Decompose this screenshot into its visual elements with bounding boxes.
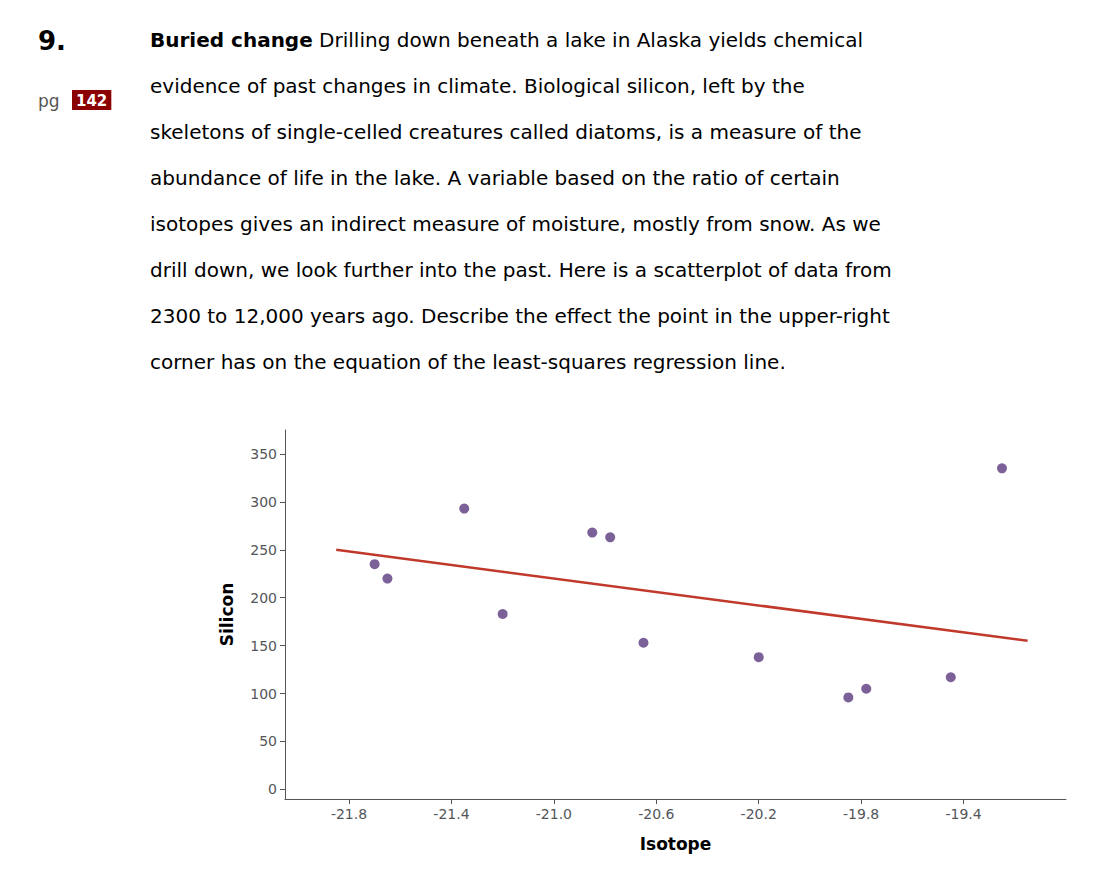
svg-text:2300 to 12,000 years ago. Desc: 2300 to 12,000 years ago. Describe the e… <box>150 304 890 328</box>
svg-text:evidence of past changes in cl: evidence of past changes in climate. Bio… <box>150 74 805 98</box>
svg-text:pg: pg <box>38 91 60 111</box>
svg-text:isotopes gives an indirect mea: isotopes gives an indirect measure of mo… <box>150 212 881 236</box>
svg-text:150: 150 <box>250 638 277 654</box>
svg-text:-21.0: -21.0 <box>536 806 572 822</box>
svg-text:142: 142 <box>76 92 107 110</box>
svg-text:100: 100 <box>250 686 277 702</box>
svg-text:-19.4: -19.4 <box>945 806 981 822</box>
svg-text:-20.6: -20.6 <box>638 806 674 822</box>
svg-text:drill down, we look further in: drill down, we look further into the pas… <box>150 258 892 282</box>
svg-text:skeletons of single-celled cre: skeletons of single-celled creatures cal… <box>150 120 861 144</box>
svg-text:Isotope: Isotope <box>640 834 712 854</box>
svg-text:-21.8: -21.8 <box>331 806 367 822</box>
svg-text:350: 350 <box>250 446 277 462</box>
svg-text:corner has on the equation of: corner has on the equation of the least-… <box>150 350 786 374</box>
svg-text:300: 300 <box>250 494 277 510</box>
svg-text:9.: 9. <box>38 26 66 56</box>
svg-text:Drilling down beneath a lake i: Drilling down beneath a lake in Alaska y… <box>313 28 863 52</box>
svg-text:50: 50 <box>259 733 277 749</box>
svg-text:0: 0 <box>268 781 277 797</box>
svg-text:200: 200 <box>250 590 277 606</box>
svg-text:Silicon: Silicon <box>217 583 237 647</box>
svg-text:-19.8: -19.8 <box>843 806 879 822</box>
svg-text:-20.2: -20.2 <box>741 806 777 822</box>
svg-text:250: 250 <box>250 542 277 558</box>
svg-text:-21.4: -21.4 <box>433 806 469 822</box>
svg-text:abundance of life in the lake.: abundance of life in the lake. A variabl… <box>150 166 840 190</box>
svg-text:Buried change: Buried change <box>150 28 313 52</box>
